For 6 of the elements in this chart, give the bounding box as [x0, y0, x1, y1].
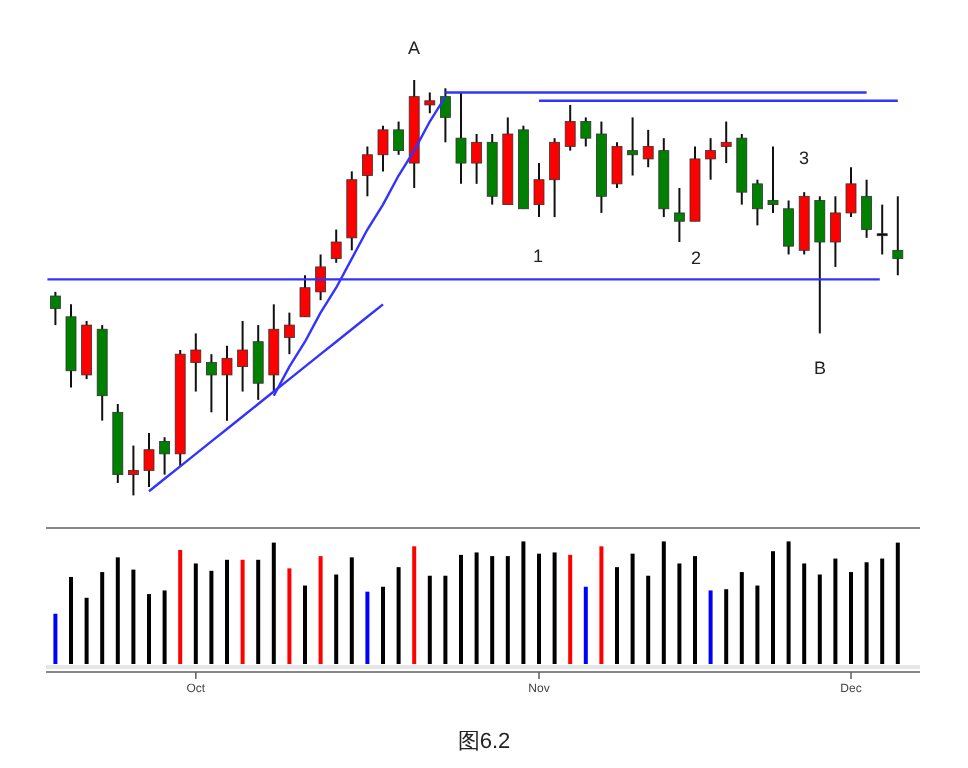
annotation: 2 [690, 248, 702, 268]
caption: 图6.2 [457, 730, 511, 754]
annotation: 3 [798, 148, 810, 168]
text: A [407, 38, 421, 58]
annotation: 1 [532, 246, 544, 266]
annotation: B [813, 358, 827, 378]
